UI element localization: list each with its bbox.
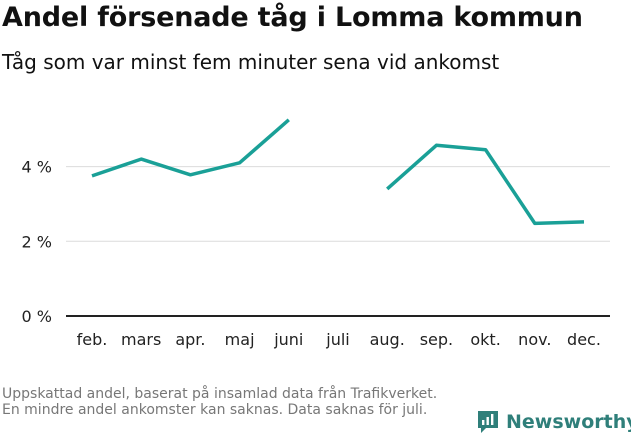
x-tick-label: sep. [420,330,453,349]
series-line-segment [91,118,290,178]
x-tick-label: aug. [370,330,405,349]
x-tick-label: maj [225,330,255,349]
x-tick-label: juli [325,330,349,349]
newsworthy-logo-icon [478,411,498,433]
x-tick-label: mars [121,330,161,349]
y-tick-label: 2 % [22,232,52,251]
x-tick-label: feb. [77,330,108,349]
x-tick-label: dec. [567,330,601,349]
line-chart: 0 % 2 % 4 % feb. mars apr. maj juni juli aug. sep… [22,118,610,349]
x-axis-ticks: feb. mars apr. maj juni juli aug. sep. okt. nov. d… [77,330,601,349]
y-axis-ticks: 0 % 2 % 4 % [22,158,52,326]
brand-name: Newsworthy [506,411,631,433]
chart-subtitle: Tåg som var minst fem minuter sena vid a… [2,50,500,74]
x-tick-label: okt. [470,330,500,349]
series-line-segment [386,143,585,226]
footnote: Uppskattad andel, baserat på insamlad da… [2,386,438,418]
x-tick-label: apr. [175,330,205,349]
chart-title: Andel försenade tåg i Lomma kommun [2,2,583,33]
x-tick-label: juni [273,330,303,349]
y-tick-label: 0 % [22,307,52,326]
y-tick-label: 4 % [22,158,52,177]
brand-logo: Newsworthy [476,408,631,436]
gridlines [66,166,610,317]
series-lines [91,118,585,226]
x-tick-label: nov. [518,330,551,349]
